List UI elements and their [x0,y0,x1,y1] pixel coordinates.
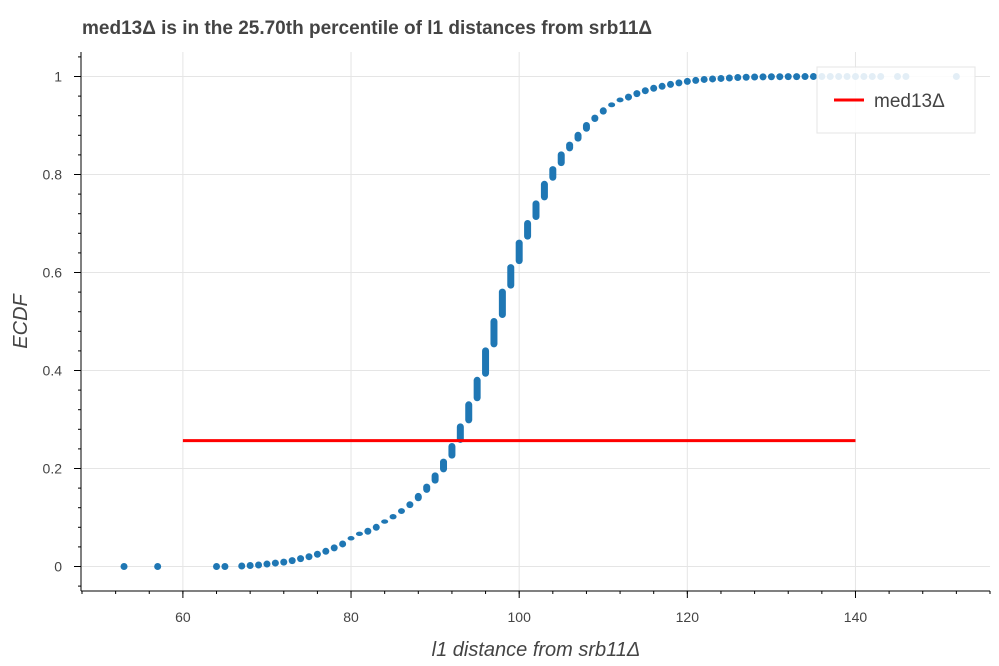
data-point [759,73,767,81]
data-point [784,73,792,81]
data-point [120,563,128,570]
data-point [767,73,775,81]
data-point [355,531,363,537]
data-point [658,82,666,90]
data-point [490,318,498,348]
data-point [339,540,347,548]
x-tick-label: 140 [844,609,868,625]
data-point [616,97,624,103]
data-point [423,483,431,493]
data-point [507,264,515,289]
data-point [776,73,784,81]
data-point [364,527,372,535]
y-tick-label: 1 [54,69,62,85]
data-point [532,200,540,220]
data-point [465,401,473,424]
data-point [540,180,548,201]
data-point [683,77,691,85]
data-point [389,514,397,520]
data-point [675,79,683,87]
data-point [524,220,532,240]
data-point [414,492,422,502]
data-point [482,347,490,377]
x-tick-label: 120 [676,609,700,625]
data-point [397,508,405,514]
data-point [641,87,649,95]
data-point [557,151,565,167]
data-point [515,239,523,265]
data-point [330,544,338,552]
x-axis-label: l1 distance from srb11Δ [432,639,641,661]
data-point [742,73,750,81]
data-point [725,74,733,82]
legend-label: med13Δ [874,91,945,112]
legend: med13Δ [816,66,976,134]
data-point [263,560,271,568]
x-tick-label: 100 [508,609,532,625]
data-point [709,75,717,83]
data-point [271,559,279,567]
y-tick-label: 0.8 [43,167,63,183]
data-point [255,561,263,569]
y-tick-label: 0.6 [43,265,63,281]
data-point [700,75,708,83]
x-tick-label: 80 [343,609,359,625]
chart-title: med13Δ is in the 25.70th percentile of l… [82,18,653,39]
data-point [448,442,456,459]
data-point [322,547,330,555]
data-point [599,107,607,115]
data-point [246,562,254,570]
data-point [633,90,641,98]
data-point [288,557,296,565]
data-point [280,558,288,566]
series [120,73,960,570]
data-point [406,501,414,509]
data-point [213,563,221,570]
data-point [801,73,809,81]
data-point [431,472,439,484]
data-point [650,84,658,92]
data-point [456,423,464,443]
y-tick-label: 0.2 [43,461,63,477]
data-point [347,536,355,541]
data-point [751,73,759,81]
axis-ticks: 60 80 100 120 140 0 0.2 0.4 0.6 0.8 1 [43,56,991,625]
data-point [305,553,313,561]
data-point [440,458,448,473]
data-point [793,73,801,81]
data-point [574,131,582,142]
data-point [582,122,590,132]
data-point [591,114,599,122]
y-tick-label: 0.4 [43,363,63,379]
data-point [372,523,380,531]
data-point [549,166,557,181]
data-point [154,563,162,570]
data-point [717,74,725,82]
data-point [734,73,742,81]
data-point [381,519,389,524]
data-point [473,376,481,402]
x-tick-label: 60 [175,609,191,625]
data-point [608,102,616,108]
y-tick-label: 0 [54,559,62,575]
data-point [297,555,305,563]
data-point [667,80,675,88]
y-axis-label: ECDF [10,293,32,349]
data-point [692,76,700,84]
data-point [566,141,574,152]
data-point [313,550,321,558]
data-point [238,562,246,570]
data-point [624,93,632,101]
data-point [498,288,506,318]
data-point [221,563,229,570]
data-point [809,73,817,80]
